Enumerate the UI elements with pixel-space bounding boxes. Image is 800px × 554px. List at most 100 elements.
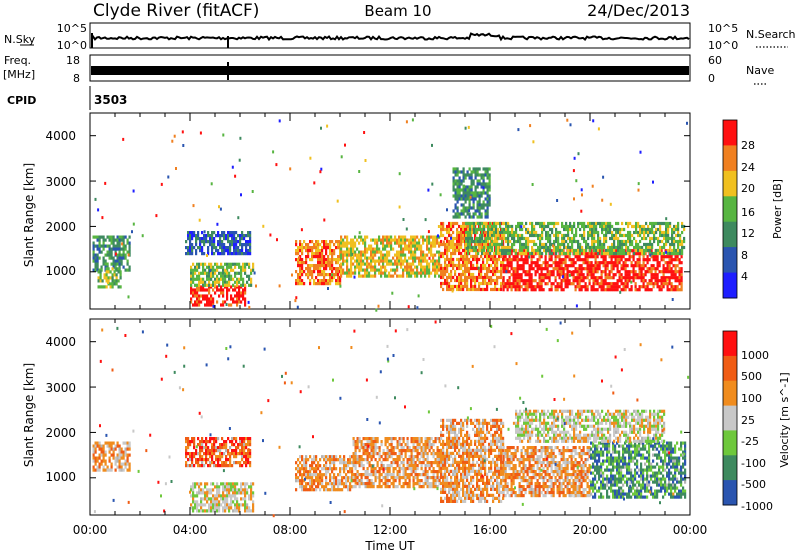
power-cell-3-448 xyxy=(210,300,213,304)
power-cell-0-40 xyxy=(102,235,105,239)
power-cell-9-3321 xyxy=(589,248,592,253)
power-cell-9-3405 xyxy=(611,230,614,235)
velocity-cell-0-114 xyxy=(126,441,129,445)
power-cell-7-1716 xyxy=(472,266,475,271)
velocity-cell-1-205 xyxy=(207,440,210,444)
power-cell-7-1439 xyxy=(440,239,443,244)
power-cell-6-1415 xyxy=(436,238,439,242)
velocity-cell-2-476 xyxy=(222,500,225,504)
power-cell-6-1076 xyxy=(366,268,369,272)
power-cell-9-3397 xyxy=(609,224,612,229)
power-cell-8-1964 xyxy=(502,279,505,283)
power-cell-8-2416 xyxy=(594,264,597,268)
power-cell-5-718 xyxy=(299,255,302,259)
power-scatter-68 xyxy=(358,231,361,235)
velocity-cell-2-373 xyxy=(194,482,197,486)
velocity-cell-1-144 xyxy=(189,440,192,444)
velocity-cell-3-829 xyxy=(351,476,354,480)
power-cell-6-1109 xyxy=(374,250,377,254)
power-cell-2-268 xyxy=(209,237,212,241)
power-cell-9-3065 xyxy=(519,242,522,247)
power-cell-6-1051 xyxy=(362,250,365,254)
power-cell-6-1058 xyxy=(364,238,367,242)
power-cell-5-715 xyxy=(299,243,302,247)
power-cell-5-876 xyxy=(329,246,332,250)
power-cell-0-3 xyxy=(92,247,95,251)
power-cell-8-2693 xyxy=(650,267,653,271)
power-cell-6-1231 xyxy=(400,244,403,248)
power-cell-9-2964 xyxy=(493,239,496,244)
power-cell-2-221 xyxy=(189,252,192,256)
power-cell-10-3767 xyxy=(468,167,471,171)
power-cell-6-1423 xyxy=(438,235,441,239)
power-cell-9-3185 xyxy=(553,221,556,226)
velocity-cell-3-667 xyxy=(313,467,316,471)
power-cell-2-258 xyxy=(205,234,208,238)
velocity-cell-3-785 xyxy=(341,467,344,471)
power-cell-6-1224 xyxy=(398,256,401,260)
power-cell-3-421 xyxy=(198,303,201,307)
power-cell-7-1891 xyxy=(494,266,497,271)
power-cell-6-1130 xyxy=(378,262,381,266)
power-scatter-150 xyxy=(405,227,408,231)
power-cell-0-72 xyxy=(110,247,113,251)
power-cell-9-3551 xyxy=(651,227,654,232)
power-cell-8-2425 xyxy=(596,261,599,265)
power-cell-8-2201 xyxy=(550,273,553,277)
power-cell-8-2212 xyxy=(554,255,557,259)
power-cell-8-2145 xyxy=(538,267,541,271)
power-cell-9-3254 xyxy=(571,227,574,232)
power-cell-4-568 xyxy=(208,262,211,266)
power-cell-6-1432 xyxy=(438,268,441,272)
power-cell-6-1255 xyxy=(404,247,407,251)
power-cell-0-106 xyxy=(118,238,121,242)
velocity-cell-2-441 xyxy=(214,485,217,489)
velocity-cell-3-653 xyxy=(309,488,312,492)
power-cell-7-1871 xyxy=(492,260,495,265)
power-cell-9-3450 xyxy=(621,248,624,253)
power-cell-2-262 xyxy=(207,234,210,238)
power-cell-8-2630 xyxy=(636,273,639,277)
power-cell-9-2956 xyxy=(491,242,494,247)
power-cell-8-2740 xyxy=(660,270,663,274)
velocity-cell-2-444 xyxy=(214,500,217,504)
power-scatter-48 xyxy=(101,216,104,220)
power-cell-5-705 xyxy=(297,249,300,253)
power-cell-7-1593 xyxy=(460,224,463,229)
power-cell-9-3046 xyxy=(513,248,516,253)
power-cell-8-2323 xyxy=(576,273,579,277)
power-cell-0-70 xyxy=(110,238,113,242)
power-cell-9-3395 xyxy=(607,251,610,256)
velocity-cell-4-837 xyxy=(352,458,355,462)
velocity-cell-2-583 xyxy=(252,494,255,498)
power-cell-6-1234 xyxy=(400,253,403,257)
power-cell-10-3886 xyxy=(486,209,489,213)
power-cell-6-1131 xyxy=(378,268,381,272)
power-cell-7-1521 xyxy=(450,254,453,259)
power-cell-9-3044 xyxy=(513,239,516,244)
power-cell-9-3335 xyxy=(593,233,596,238)
power-cell-5-903 xyxy=(333,267,336,271)
power-cell-8-1992 xyxy=(508,270,511,274)
velocity-cell-1-267 xyxy=(223,464,226,468)
power-cell-3-418 xyxy=(198,294,201,298)
power-cell-8-2055 xyxy=(520,255,523,259)
power-cell-7-1538 xyxy=(452,248,455,253)
velocity-cell-3-688 xyxy=(317,479,320,483)
power-cell-3-492 xyxy=(236,294,239,298)
power-cell-9-2894 xyxy=(475,239,478,244)
power-scatter-36 xyxy=(528,255,531,259)
velocity-cell-2-448 xyxy=(216,482,219,486)
power-cell-8-2592 xyxy=(628,258,631,262)
power-cell-7-1762 xyxy=(478,284,481,289)
power-cell-8-2309 xyxy=(574,255,577,259)
velocity-cell-1-297 xyxy=(233,452,236,456)
velocity-cell-1-180 xyxy=(199,458,202,462)
power-cell-8-2604 xyxy=(630,285,633,289)
power-scatter-117 xyxy=(417,294,420,298)
power-cell-9-2850 xyxy=(465,221,468,226)
power-cell-8-2402 xyxy=(592,255,595,259)
power-cell-4-591 xyxy=(214,271,217,275)
power-cell-8-2167 xyxy=(542,288,545,292)
velocity-cell-4-864 xyxy=(356,461,359,465)
